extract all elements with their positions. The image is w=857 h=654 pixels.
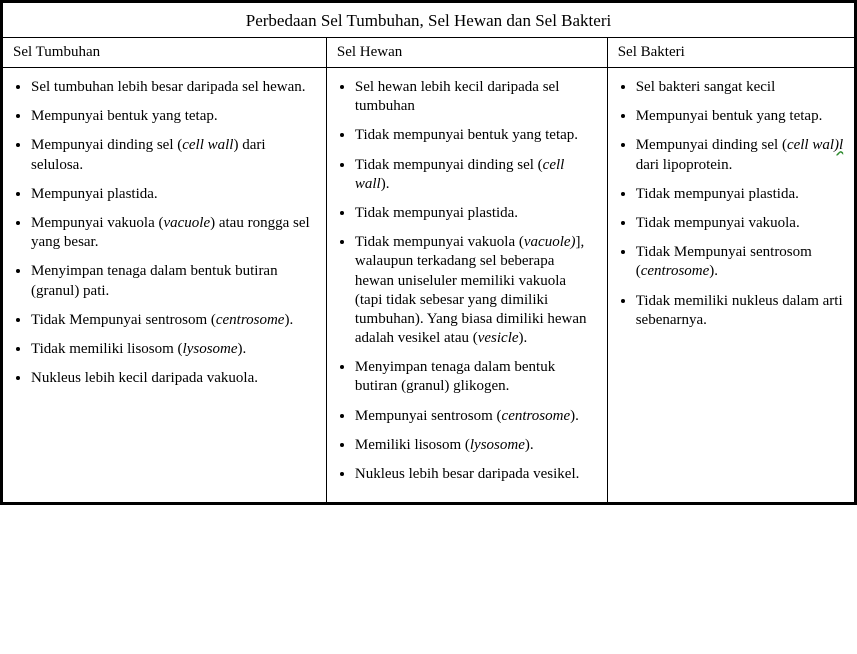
cell-bacteria: Sel bakteri sangat kecil Mempunyai bentuk…: [607, 68, 854, 503]
list-item: Mempunyai plastida.: [31, 185, 316, 204]
content-row: Sel tumbuhan lebih besar daripada sel he…: [3, 68, 854, 503]
list-item: Nukleus lebih kecil daripada vakuola.: [31, 369, 316, 388]
list-item: Tidak memiliki nukleus dalam arti sebena…: [636, 292, 844, 330]
header-animal: Sel Hewan: [326, 38, 607, 68]
list-item: Sel bakteri sangat kecil: [636, 78, 844, 97]
comparison-table: Sel Tumbuhan Sel Hewan Sel Bakteri Sel t…: [3, 38, 854, 502]
table-title: Perbedaan Sel Tumbuhan, Sel Hewan dan Se…: [3, 3, 854, 38]
list-item: Menyimpan tenaga dalam bentuk butiran (g…: [355, 358, 597, 396]
list-item: Tidak Mempunyai sentrosom (centrosome).: [31, 311, 316, 330]
list-item: Tidak mempunyai dinding sel (cell wall).: [355, 156, 597, 194]
list-item: Memiliki lisosom (lysosome).: [355, 436, 597, 455]
bacteria-list: Sel bakteri sangat kecil Mempunyai bentuk…: [618, 78, 844, 330]
cell-plant: Sel tumbuhan lebih besar daripada sel he…: [3, 68, 326, 503]
list-item: Sel tumbuhan lebih besar daripada sel he…: [31, 78, 316, 97]
list-item: Mempunyai bentuk yang tetap.: [636, 107, 844, 126]
list-item: Tidak mempunyai plastida.: [636, 185, 844, 204]
header-plant: Sel Tumbuhan: [3, 38, 326, 68]
animal-list: Sel hewan lebih kecil daripada sel tumbu…: [337, 78, 597, 484]
comparison-table-container: Perbedaan Sel Tumbuhan, Sel Hewan dan Se…: [0, 0, 857, 505]
list-item: Mempunyai sentrosom (centrosome).: [355, 407, 597, 426]
list-item: Tidak mempunyai vakuola.: [636, 214, 844, 233]
list-item: Tidak mempunyai bentuk yang tetap.: [355, 126, 597, 145]
header-bacteria: Sel Bakteri: [607, 38, 854, 68]
list-item: Nukleus lebih besar daripada vesikel.: [355, 465, 597, 484]
list-item: Tidak memiliki lisosom (lysosome).: [31, 340, 316, 359]
list-item: Mempunyai dinding sel (cell wall) dari s…: [31, 136, 316, 174]
list-item: Mempunyai bentuk yang tetap.: [31, 107, 316, 126]
list-item: Tidak mempunyai plastida.: [355, 204, 597, 223]
list-item: Menyimpan tenaga dalam bentuk butiran (g…: [31, 262, 316, 300]
header-row: Sel Tumbuhan Sel Hewan Sel Bakteri: [3, 38, 854, 68]
list-item: Mempunyai vakuola (vacuole) atau rongga …: [31, 214, 316, 252]
plant-list: Sel tumbuhan lebih besar daripada sel he…: [13, 78, 316, 388]
list-item: Tidak Mempunyai sentrosom (centrosome).: [636, 243, 844, 281]
list-item: Sel hewan lebih kecil daripada sel tumbu…: [355, 78, 597, 116]
cell-animal: Sel hewan lebih kecil daripada sel tumbu…: [326, 68, 607, 503]
list-item: Mempunyai dinding sel (cell wal)l dari l…: [636, 136, 844, 174]
list-item: Tidak mempunyai vakuola (vacuole)], wala…: [355, 233, 597, 348]
